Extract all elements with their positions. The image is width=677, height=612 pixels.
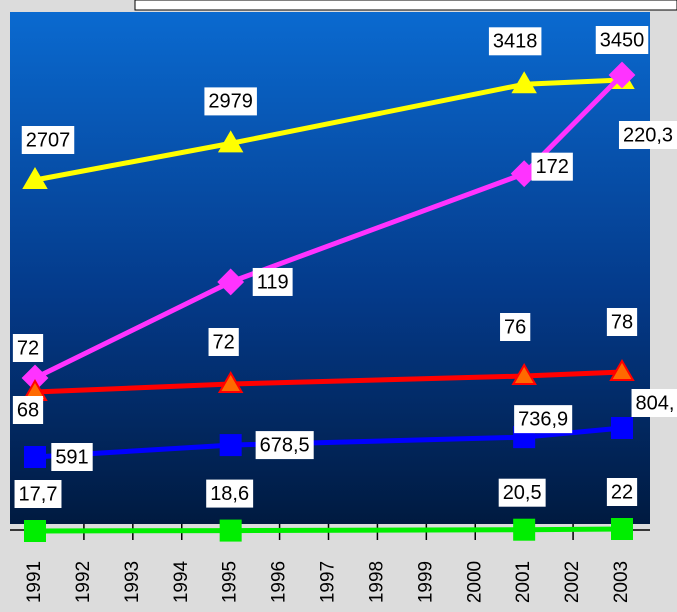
marker	[611, 518, 633, 540]
data-label: 591	[51, 443, 93, 471]
x-tick-label: 1991	[24, 561, 45, 603]
data-label: 220,3	[618, 121, 677, 149]
data-label-text: 78	[611, 311, 633, 333]
marker	[24, 520, 46, 542]
data-label-box	[631, 389, 677, 417]
data-label-text: 20,5	[503, 482, 542, 504]
data-label: 119	[252, 267, 293, 296]
x-tick-label: 2002	[562, 561, 583, 603]
marker	[219, 434, 242, 457]
data-label-text: 68	[17, 399, 39, 421]
series-line	[34, 369, 623, 395]
data-label-box	[12, 396, 44, 424]
data-label-box	[500, 313, 531, 341]
data-label-text: 678,5	[260, 434, 310, 456]
data-label: 804,	[631, 389, 677, 417]
data-label-text: 220,3	[623, 124, 673, 146]
data-label-box	[606, 308, 638, 336]
series-line	[33, 73, 624, 381]
data-label: 18,6	[206, 479, 254, 508]
data-label: 2707	[21, 126, 75, 154]
data-label-text: 172	[535, 156, 568, 178]
data-label: 3418	[488, 27, 542, 56]
data-label-box	[255, 431, 314, 460]
x-tick-label: 1992	[73, 561, 94, 603]
data-label-box	[204, 87, 257, 116]
data-label: 20,5	[498, 478, 546, 507]
data-label-box	[252, 267, 293, 296]
x-tick-label: 1999	[415, 561, 436, 603]
marker	[217, 130, 244, 153]
data-label-box	[21, 126, 75, 154]
data-label-text: 72	[213, 331, 235, 353]
data-label: 736,9	[514, 405, 573, 434]
marker	[511, 363, 537, 385]
data-label: 17,7	[14, 480, 62, 508]
series-line	[34, 425, 623, 460]
data-label-box	[595, 26, 649, 54]
data-label-text: 736,9	[518, 408, 568, 430]
data-label: 2979	[204, 87, 257, 116]
data-label-box	[514, 405, 573, 434]
marker	[511, 71, 537, 94]
x-tick-label: 1996	[269, 561, 290, 603]
data-label-text: 804,	[636, 392, 675, 414]
data-label-box	[618, 121, 677, 149]
marker	[513, 518, 536, 541]
x-tick-label: 1995	[220, 561, 241, 603]
data-label-box	[488, 27, 542, 56]
title-frame	[134, 0, 677, 11]
data-label-box	[531, 152, 573, 181]
data-label: 68	[12, 396, 44, 424]
x-tick-label: 2001	[513, 561, 534, 603]
marker	[219, 519, 242, 542]
x-tick-label: 1993	[122, 561, 143, 603]
data-label-text: 591	[55, 446, 88, 468]
data-label-text: 72	[17, 337, 39, 359]
data-label: 72	[12, 334, 44, 362]
marker	[217, 268, 245, 296]
data-label: 3450	[595, 26, 649, 54]
data-label-box	[606, 478, 638, 506]
data-label-text: 2707	[26, 129, 71, 151]
data-label-text: 22	[611, 481, 633, 503]
data-label-text: 119	[257, 271, 289, 293]
marker	[22, 167, 48, 189]
x-tick-label: 2000	[464, 561, 485, 603]
data-label: 22	[606, 478, 638, 506]
x-tick-label: 1997	[318, 561, 339, 603]
plot-area	[10, 12, 650, 524]
data-label-text: 18,6	[210, 483, 249, 505]
series-line	[34, 526, 623, 534]
data-label: 172	[531, 152, 573, 181]
data-label-text: 3450	[600, 29, 645, 51]
marker	[609, 359, 635, 381]
data-label-text: 17,7	[19, 483, 58, 505]
data-label: 78	[606, 308, 638, 336]
data-label-box	[14, 480, 62, 508]
data-label: 72	[208, 328, 239, 356]
marker	[608, 61, 636, 89]
data-label: 76	[500, 313, 531, 341]
series-line	[34, 77, 623, 183]
data-label-text: 2979	[208, 91, 253, 113]
data-label-text: 76	[504, 316, 526, 338]
marker	[24, 446, 46, 468]
data-label-box	[51, 443, 93, 471]
data-label-box	[206, 479, 254, 508]
marker	[217, 371, 244, 393]
data-label: 678,5	[255, 431, 314, 460]
data-label-box	[498, 478, 546, 507]
data-label-box	[12, 334, 44, 362]
data-label-box	[208, 328, 239, 356]
data-label-text: 3418	[493, 31, 538, 53]
marker	[611, 417, 633, 439]
x-tick-label: 2003	[611, 561, 632, 603]
x-tick-label: 1998	[366, 561, 387, 603]
x-tick-label: 1994	[171, 560, 192, 603]
